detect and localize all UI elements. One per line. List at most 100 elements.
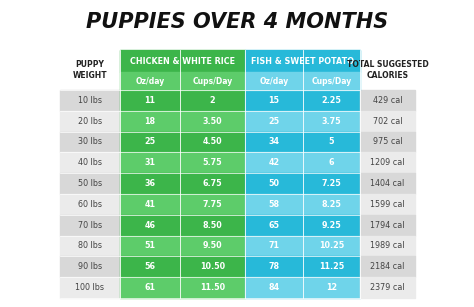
Text: 25: 25 [268, 117, 280, 126]
Text: Oz/day: Oz/day [136, 76, 164, 86]
Bar [245, 152, 303, 173]
Text: 100 lbs: 100 lbs [75, 283, 104, 292]
Bar [60, 152, 120, 173]
Bar [360, 235, 415, 256]
Text: 4.50: 4.50 [203, 138, 222, 146]
Text: 1989 cal: 1989 cal [370, 242, 405, 251]
Text: 12: 12 [326, 283, 337, 292]
Bar [245, 50, 360, 72]
Text: 90 lbs: 90 lbs [78, 262, 102, 271]
Bar [360, 194, 415, 215]
Bar [120, 72, 180, 90]
Text: 1599 cal: 1599 cal [370, 200, 405, 209]
Text: 429 cal: 429 cal [373, 96, 402, 105]
Bar [360, 111, 415, 132]
Text: 6.75: 6.75 [203, 179, 222, 188]
Bar [245, 235, 303, 256]
Bar [180, 90, 245, 111]
Text: 975 cal: 975 cal [373, 138, 402, 146]
Bar [245, 256, 303, 277]
Bar [120, 194, 180, 215]
Text: FISH & SWEET POTATO: FISH & SWEET POTATO [251, 56, 354, 65]
Bar [180, 215, 245, 235]
Bar [60, 173, 120, 194]
Text: 31: 31 [145, 158, 155, 167]
Text: Oz/day: Oz/day [259, 76, 289, 86]
Bar [303, 235, 360, 256]
Text: 25: 25 [145, 138, 155, 146]
Text: 10 lbs: 10 lbs [78, 96, 102, 105]
Bar [120, 132, 180, 152]
Text: 46: 46 [145, 221, 155, 230]
Text: 51: 51 [145, 242, 155, 251]
Bar [120, 111, 180, 132]
Text: 58: 58 [268, 200, 280, 209]
Bar [60, 256, 120, 277]
Text: 42: 42 [268, 158, 280, 167]
Text: 18: 18 [145, 117, 155, 126]
Bar [60, 215, 120, 235]
Text: 65: 65 [268, 221, 280, 230]
Bar [120, 90, 180, 111]
Bar [303, 152, 360, 173]
Bar [360, 173, 415, 194]
Bar [245, 194, 303, 215]
Bar [120, 50, 245, 72]
Text: 3.75: 3.75 [322, 117, 341, 126]
Bar [180, 173, 245, 194]
Text: 2: 2 [210, 96, 215, 105]
Bar [60, 277, 120, 298]
Text: 70 lbs: 70 lbs [78, 221, 102, 230]
Bar [245, 277, 303, 298]
Text: 50: 50 [268, 179, 280, 188]
Bar [360, 132, 415, 152]
Text: 7.25: 7.25 [322, 179, 341, 188]
Bar [120, 173, 180, 194]
Bar [245, 215, 303, 235]
Text: 50 lbs: 50 lbs [78, 179, 102, 188]
Text: PUPPIES OVER 4 MONTHS: PUPPIES OVER 4 MONTHS [86, 12, 388, 32]
Bar [180, 132, 245, 152]
Text: 702 cal: 702 cal [373, 117, 402, 126]
Text: 36: 36 [145, 179, 155, 188]
Bar [120, 235, 180, 256]
Text: CHICKEN & WHITE RICE: CHICKEN & WHITE RICE [130, 56, 235, 65]
Bar [60, 194, 120, 215]
Text: 8.25: 8.25 [321, 200, 341, 209]
Bar [245, 132, 303, 152]
Bar [180, 152, 245, 173]
Text: TOTAL SUGGESTED
CALORIES: TOTAL SUGGESTED CALORIES [346, 60, 428, 80]
Text: 2.25: 2.25 [321, 96, 341, 105]
Bar [360, 215, 415, 235]
Text: 1404 cal: 1404 cal [370, 179, 405, 188]
Text: 78: 78 [268, 262, 280, 271]
Bar [360, 152, 415, 173]
Text: 84: 84 [268, 283, 280, 292]
Text: 2184 cal: 2184 cal [370, 262, 405, 271]
Text: 9.25: 9.25 [322, 221, 341, 230]
Text: 40 lbs: 40 lbs [78, 158, 102, 167]
Bar [245, 111, 303, 132]
Text: Cups/Day: Cups/Day [192, 76, 233, 86]
Bar [60, 111, 120, 132]
Text: 10.25: 10.25 [319, 242, 344, 251]
Text: 15: 15 [268, 96, 280, 105]
Text: 11: 11 [145, 96, 155, 105]
Text: 80 lbs: 80 lbs [78, 242, 102, 251]
Bar [360, 90, 415, 111]
Text: 9.50: 9.50 [203, 242, 222, 251]
Text: 1794 cal: 1794 cal [370, 221, 405, 230]
Text: 34: 34 [268, 138, 280, 146]
Bar [303, 90, 360, 111]
Text: 56: 56 [145, 262, 155, 271]
Bar [180, 72, 245, 90]
Bar [120, 215, 180, 235]
Bar [303, 132, 360, 152]
Text: 7.75: 7.75 [203, 200, 222, 209]
Text: 8.50: 8.50 [202, 221, 222, 230]
Text: 11.50: 11.50 [200, 283, 225, 292]
Bar [60, 235, 120, 256]
Text: 10.50: 10.50 [200, 262, 225, 271]
Bar [180, 235, 245, 256]
Text: 2379 cal: 2379 cal [370, 283, 405, 292]
